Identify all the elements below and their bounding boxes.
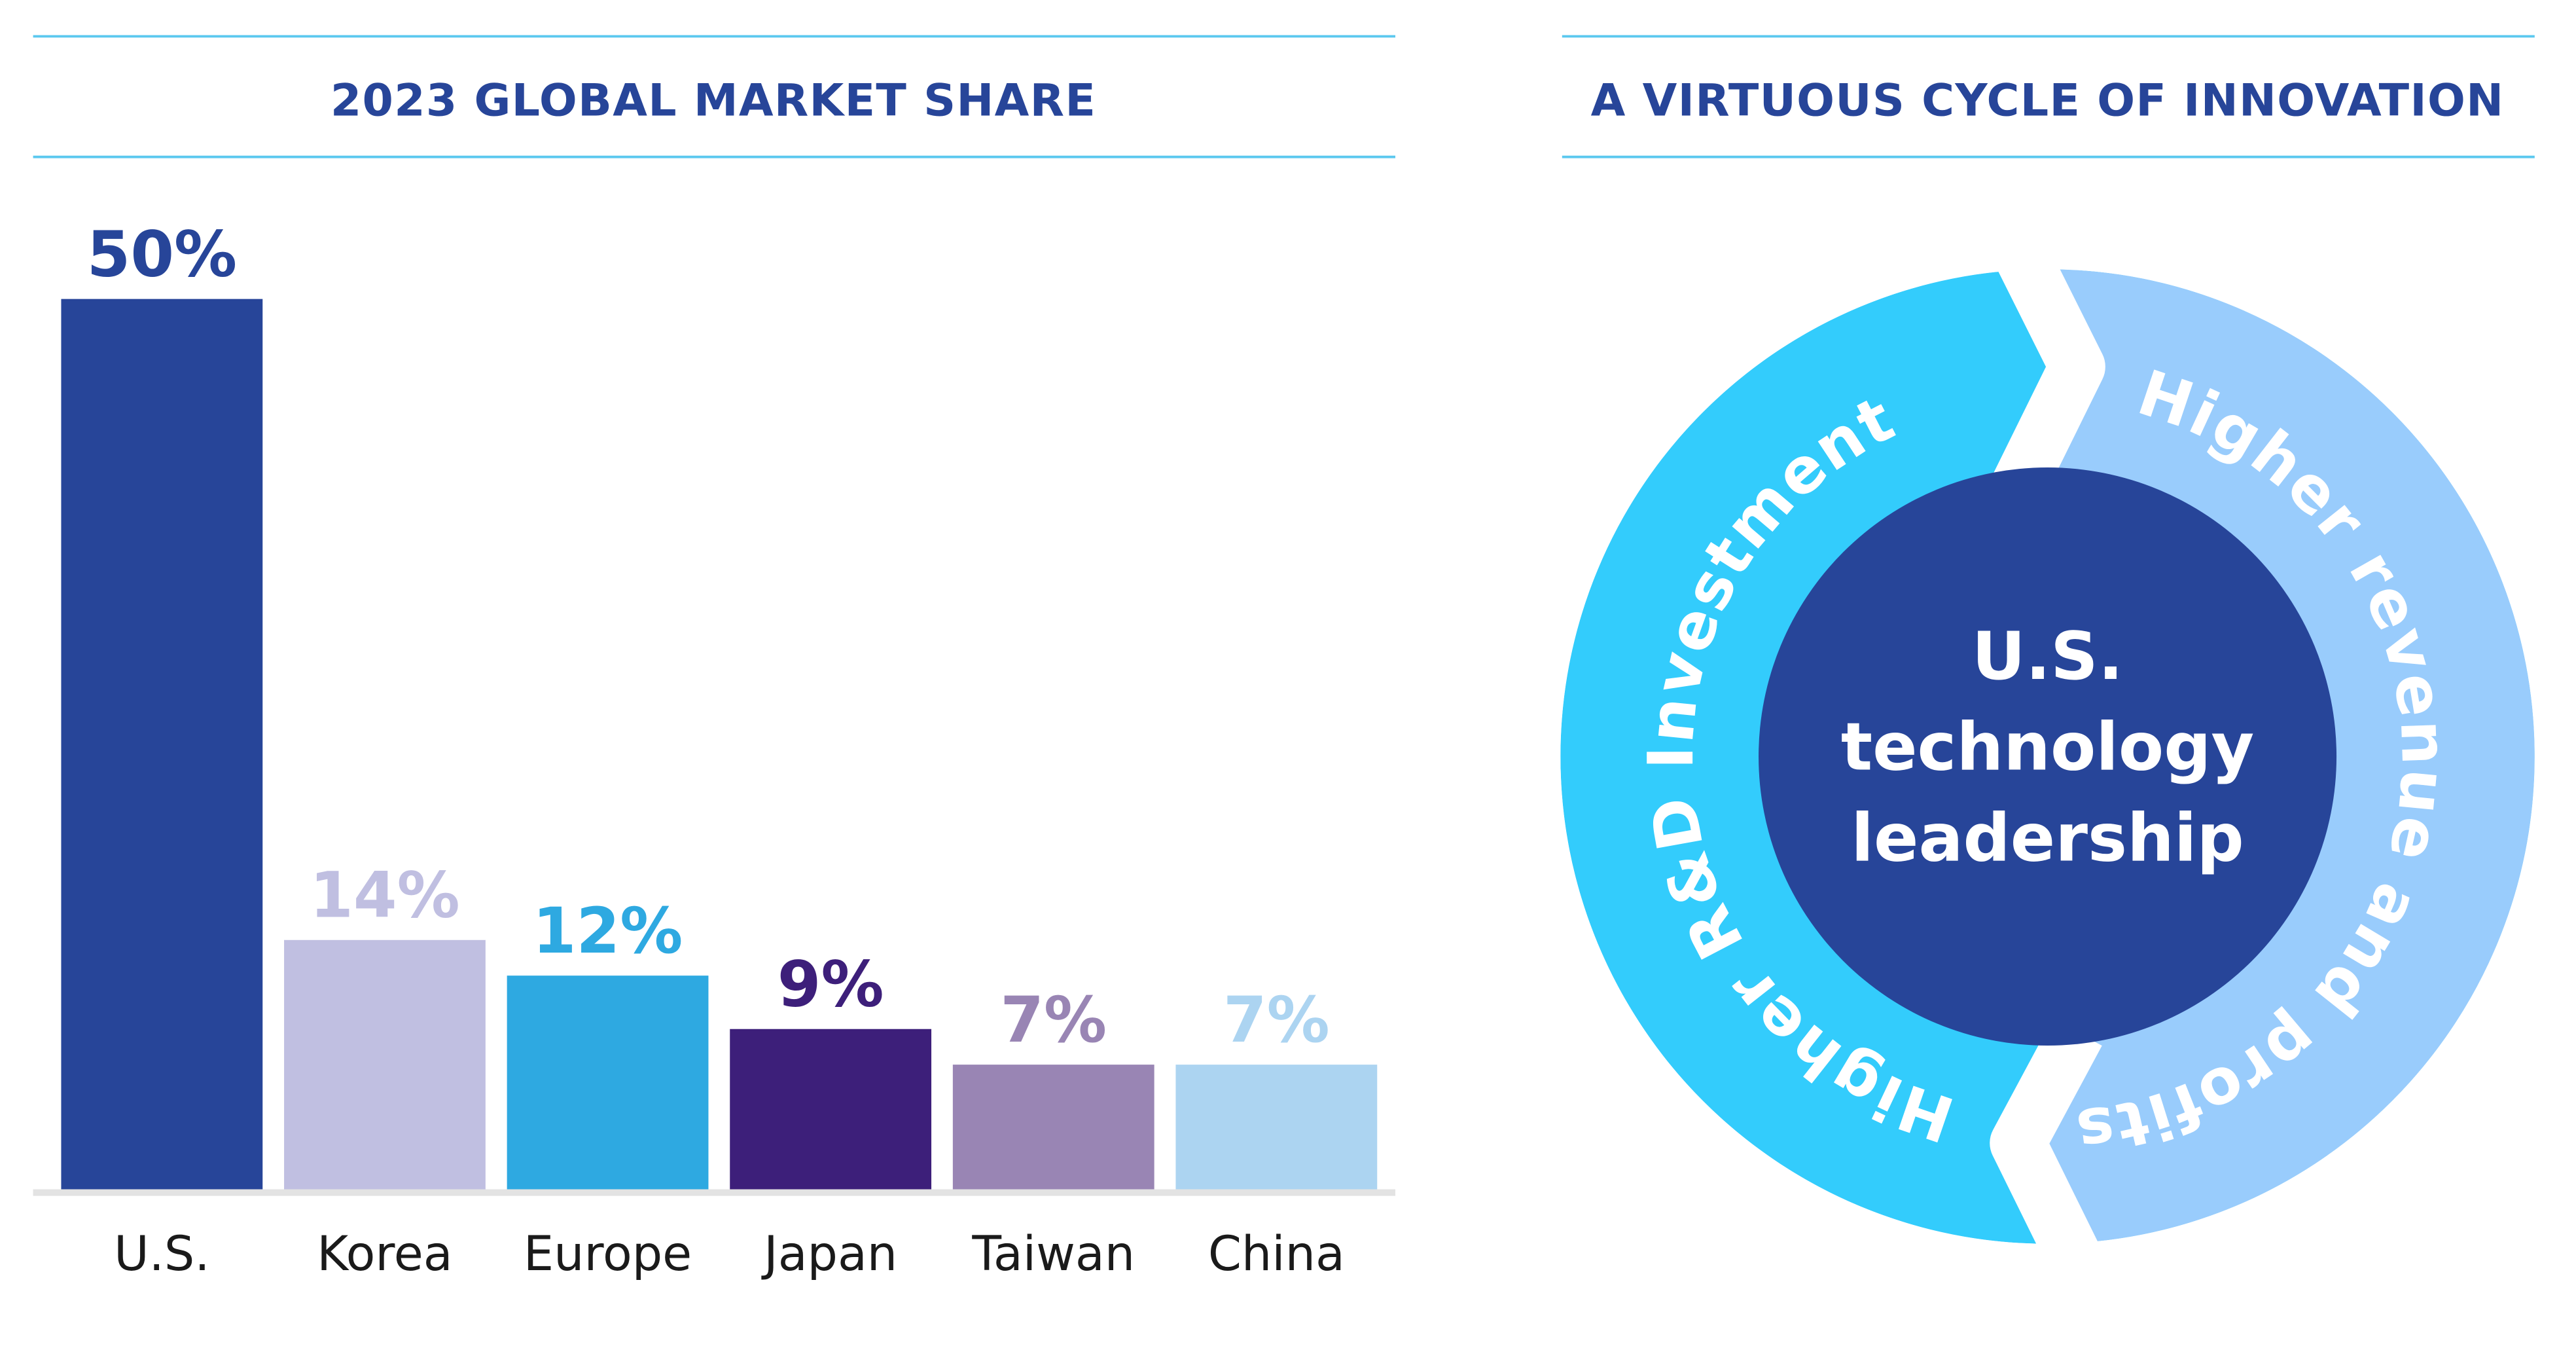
bar-value-label: 50%: [87, 217, 237, 291]
center-line-3: leadership: [1851, 799, 2244, 876]
bar-china: [1175, 1065, 1378, 1190]
bar-us: [61, 299, 263, 1190]
bars: 50% U.S. 14% Korea 12% Europe 9% Japan 7% Taiwan 7…: [61, 217, 1378, 1282]
bar-taiwan: [952, 1065, 1154, 1190]
bar-value-label: 9%: [778, 947, 884, 1021]
diagram-title: A VIRTUOUS CYCLE OF INNOVATION: [1591, 75, 2505, 127]
center-line-1: U.S.: [1972, 617, 2123, 695]
market-share-chart: 2023 GLOBAL MARKET SHARE 50% U.S. 14% Korea…: [33, 35, 1395, 1282]
bar-value-label: 7%: [1223, 983, 1330, 1057]
center-line-2: technology: [1841, 708, 2254, 786]
bar-japan: [730, 1029, 932, 1190]
category-label: Japan: [761, 1226, 897, 1282]
category-label: Europe: [524, 1226, 692, 1282]
category-label: China: [1208, 1226, 1345, 1282]
bar-value-label: 12%: [533, 894, 683, 968]
category-label: Taiwan: [971, 1226, 1135, 1282]
innovation-cycle-diagram: A VIRTUOUS CYCLE OF INNOVATION Higher R&…: [1511, 35, 2576, 1294]
ring-edge-mask: [1511, 219, 2576, 1294]
bar-value-label: 7%: [1000, 983, 1107, 1057]
chart-title: 2023 GLOBAL MARKET SHARE: [331, 75, 1096, 127]
bar-korea: [284, 940, 486, 1190]
category-label: Korea: [317, 1226, 452, 1282]
bar-value-label: 14%: [310, 858, 459, 932]
category-label: U.S.: [114, 1226, 210, 1282]
bottom-chevron-arrow-icon: [1990, 1019, 2103, 1277]
center-circle: [1759, 467, 2337, 1046]
bar-europe: [507, 976, 709, 1190]
top-chevron-arrow-icon: [1992, 235, 2105, 500]
